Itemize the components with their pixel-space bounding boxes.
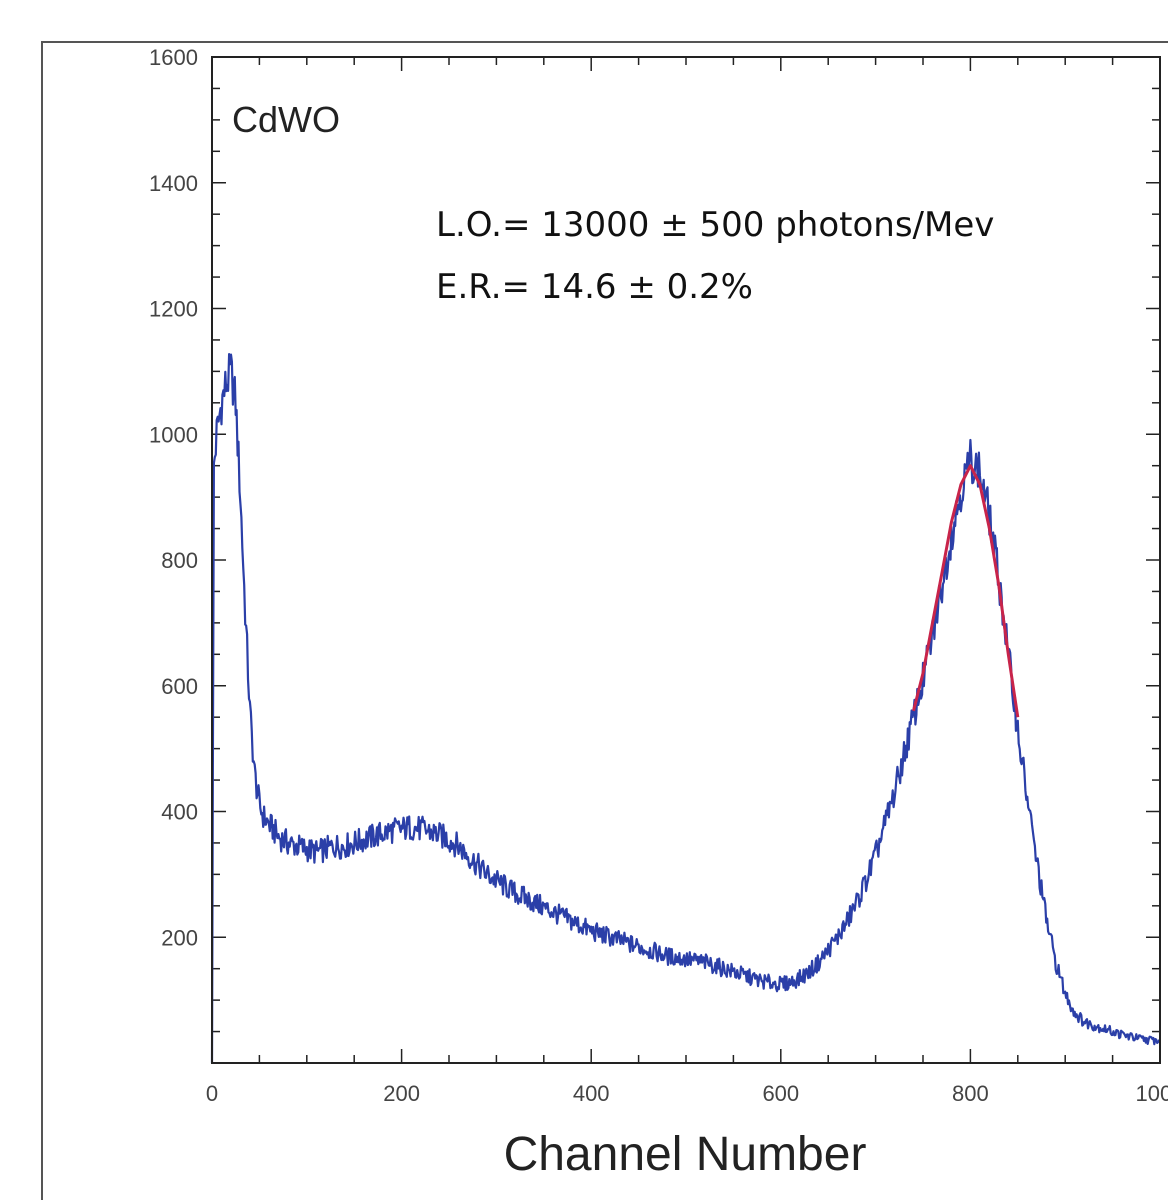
x-axis-title: Channel Number — [504, 1128, 867, 1181]
y-tick-label: 800 — [161, 548, 198, 573]
y-tick-label: 200 — [161, 925, 198, 950]
y-tick-label: 1600 — [149, 45, 198, 70]
x-tick-label: 0 — [206, 1081, 218, 1106]
sample-label: CdWO — [232, 99, 340, 140]
axis-tick-labels: 0 200 400 600 800 1000 200 400 600 800 1000 1200 140… — [149, 45, 1168, 1106]
x-tick-label: 800 — [952, 1081, 989, 1106]
x-tick-label: 1000 — [1136, 1081, 1168, 1106]
annotation-light-output: L.O.= 13000 ± 500 photons/Mev — [436, 205, 994, 245]
y-tick-label: 1000 — [149, 422, 198, 447]
figure-border — [41, 41, 1168, 1200]
x-tick-label: 200 — [383, 1081, 420, 1106]
annotation-energy-resolution: E.R.= 14.6 ± 0.2% — [436, 267, 753, 307]
y-tick-label: 1200 — [149, 297, 198, 322]
y-tick-label: 600 — [161, 674, 198, 699]
series-layer — [210, 353, 1161, 1064]
plot-frame — [211, 56, 1161, 1064]
y-tick-label: 400 — [161, 800, 198, 825]
x-tick-label: 400 — [573, 1081, 610, 1106]
x-tick-label: 600 — [762, 1081, 799, 1106]
fit-series-line — [912, 464, 1020, 718]
y-tick-label: 1400 — [149, 171, 198, 196]
